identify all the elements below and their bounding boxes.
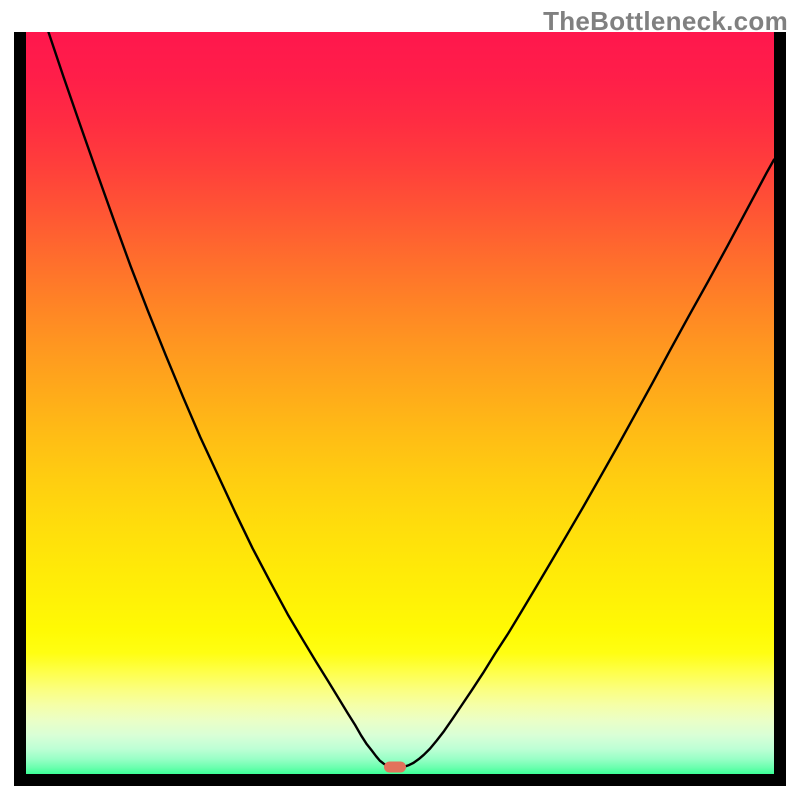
chart-stage: TheBottleneck.com: [0, 0, 800, 800]
optimal-marker: [384, 761, 406, 772]
watermark-label: TheBottleneck.com: [543, 6, 788, 37]
chart-frame: [14, 32, 786, 786]
bottleneck-curve: [26, 32, 774, 774]
plot-area: [26, 32, 774, 774]
